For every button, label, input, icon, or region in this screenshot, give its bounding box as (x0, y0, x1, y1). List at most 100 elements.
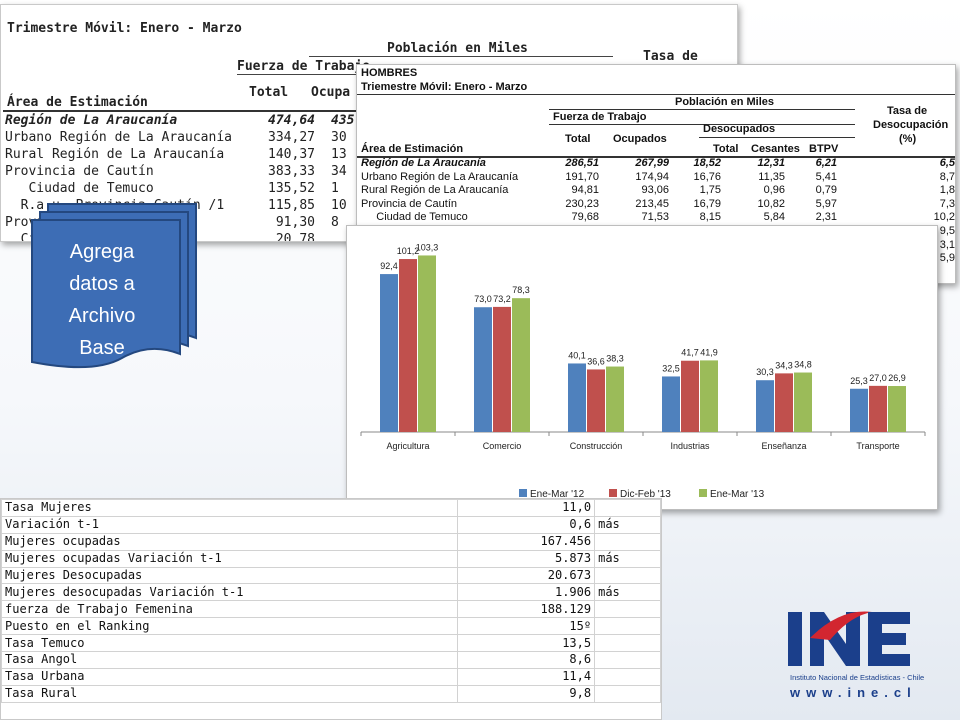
table-row: Mujeres ocupadas 167.456 (0, 532, 661, 551)
legend-swatch (519, 489, 527, 497)
data-label: 38,3 (606, 354, 624, 364)
shape-line: Base (79, 337, 125, 359)
table-row: Tasa Urbana 11,4 (0, 667, 661, 686)
cell-note (594, 667, 661, 686)
table-row: Región de La Araucanía 286,51 267,99 18,52 1… (361, 157, 955, 170)
cell-value: 9,8 (457, 684, 596, 703)
category-label: Comercio (483, 441, 522, 451)
women-table-body: Tasa Mujeres 11,0 Variación t-1 0,6 más Mujer… (0, 499, 661, 703)
cell-tasa: 6,5 (939, 157, 955, 169)
cell-tasa: 7,3 (939, 197, 955, 210)
table-row: Urbano Región de La Araucanía 334,27 30 (5, 129, 385, 146)
divider (237, 74, 377, 75)
bar (606, 366, 624, 432)
bar (474, 307, 492, 432)
cell-tasa: 1,8 (939, 184, 955, 197)
cell-ces: 10,82 (757, 197, 785, 210)
data-label: 92,4 (380, 261, 398, 271)
cell-tasa: 3,1 (939, 238, 955, 251)
row-ocupados: 8 (331, 215, 339, 230)
data-label: 41,9 (700, 347, 718, 357)
back-header-total: Total (249, 85, 289, 100)
data-label: 73,0 (474, 294, 492, 304)
cell-label: Tasa Mujeres (0, 499, 459, 517)
shape-label: Agrega datos a Archivo Base (32, 236, 172, 364)
cell-total: 286,51 (565, 157, 599, 169)
table-row: fuerza de Trabajo Femenina 188.129 (0, 600, 661, 619)
chart-panel: 92,4 101,2 103,3 Agricultura 73,0 73,2 78,3 Com… (346, 225, 938, 510)
data-label: 101,2 (397, 246, 420, 256)
cell-ocup: 93,06 (641, 184, 669, 197)
table-row: Ciudad de Temuco 79,68 71,53 8,15 5,84 2,31 10… (361, 211, 955, 224)
hombres-header-ocupados: Ocupados (613, 133, 667, 145)
legend-swatch (609, 489, 617, 497)
data-label: 26,9 (888, 373, 906, 383)
bar (794, 372, 812, 432)
cell-btpv: 0,79 (815, 184, 837, 197)
row-total: 383,33 (268, 164, 315, 179)
hombres-header-btpv: BTPV (809, 143, 839, 155)
shape-line: Agrega (69, 241, 135, 263)
data-label: 30,3 (756, 367, 774, 377)
cell-ces: 5,84 (763, 211, 785, 224)
cell-btpv: 5,41 (815, 170, 837, 183)
bar (512, 298, 530, 432)
cell-desoc: 8,15 (699, 211, 721, 224)
table-row: Región de La Araucanía 474,64 435 (5, 112, 385, 129)
row-label: Región de La Araucanía (5, 113, 178, 128)
cell-btpv: 6,21 (815, 157, 837, 169)
table-row: Urbano Región de La Araucanía 191,70 174,9… (361, 170, 955, 184)
row-label: Ciudad de Temuco (5, 181, 154, 196)
table-row: Rural Región de La Araucanía 140,37 13 (5, 146, 385, 163)
bar (380, 274, 398, 432)
cell-label: Tasa Rural (0, 684, 459, 703)
category-label: Enseñanza (761, 441, 806, 451)
cell-total: 191,70 (565, 170, 599, 183)
cell-total: 94,81 (571, 184, 599, 197)
row-label: Provincia de Cautín (5, 164, 154, 179)
cell-ocup: 71,53 (641, 211, 669, 224)
data-label: 103,3 (416, 242, 439, 252)
cell-desoc: 16,79 (693, 197, 721, 210)
cell-note (594, 634, 661, 653)
bar (888, 386, 906, 432)
table-row: Provincia de Cautín 383,33 34 (5, 163, 385, 180)
back-header-area: Área de Estimación (7, 95, 148, 110)
table-row: Ciudad de Temuco 135,52 1 (5, 180, 385, 197)
legend-swatch (699, 489, 707, 497)
bar (493, 306, 511, 432)
cell-label: Mujeres Desocupadas (0, 566, 459, 585)
table-row: Tasa Angol 8,6 (0, 651, 661, 669)
table-row: Mujeres ocupadas Variación t-1 5.873 más (0, 549, 661, 568)
cell-label: Mujeres desocupadas Variación t-1 (0, 583, 459, 602)
bar (681, 360, 699, 432)
cell-value: 15º (457, 617, 596, 636)
cell-label: Tasa Angol (0, 651, 459, 669)
cell-value: 1.906 (457, 583, 596, 602)
row-total: 334,27 (268, 130, 315, 145)
category-label: Construcción (570, 441, 623, 451)
table-row: Tasa Temuco 13,5 (0, 634, 661, 653)
bar (568, 363, 586, 432)
row-label: Urbano Región de La Araucanía (5, 130, 232, 145)
row-total: 20,78 (275, 232, 315, 242)
data-label: 34,8 (794, 360, 812, 370)
cell-total: 230,23 (565, 197, 599, 210)
data-label: 27,0 (869, 373, 887, 383)
bar (418, 255, 436, 432)
back-table-title: Trimestre Móvil: Enero - Marzo (7, 21, 242, 36)
legend-label: Dic-Feb '13 (620, 489, 671, 500)
ine-website-link[interactable]: www.ine.cl (790, 685, 917, 700)
cell-name: Rural Región de La Araucanía (361, 184, 509, 197)
hombres-title: HOMBRES (361, 67, 418, 79)
cell-label: Tasa Urbana (0, 667, 459, 686)
divider (549, 124, 855, 125)
cell-label: fuerza de Trabajo Femenina (0, 600, 459, 619)
row-ocupados: 30 (331, 130, 347, 145)
cell-ces: 0,96 (763, 184, 785, 197)
category-label: Transporte (856, 441, 899, 451)
divider (3, 110, 363, 112)
shape-line: Archivo (68, 305, 136, 327)
row-label: Rural Región de La Araucanía (5, 147, 225, 162)
